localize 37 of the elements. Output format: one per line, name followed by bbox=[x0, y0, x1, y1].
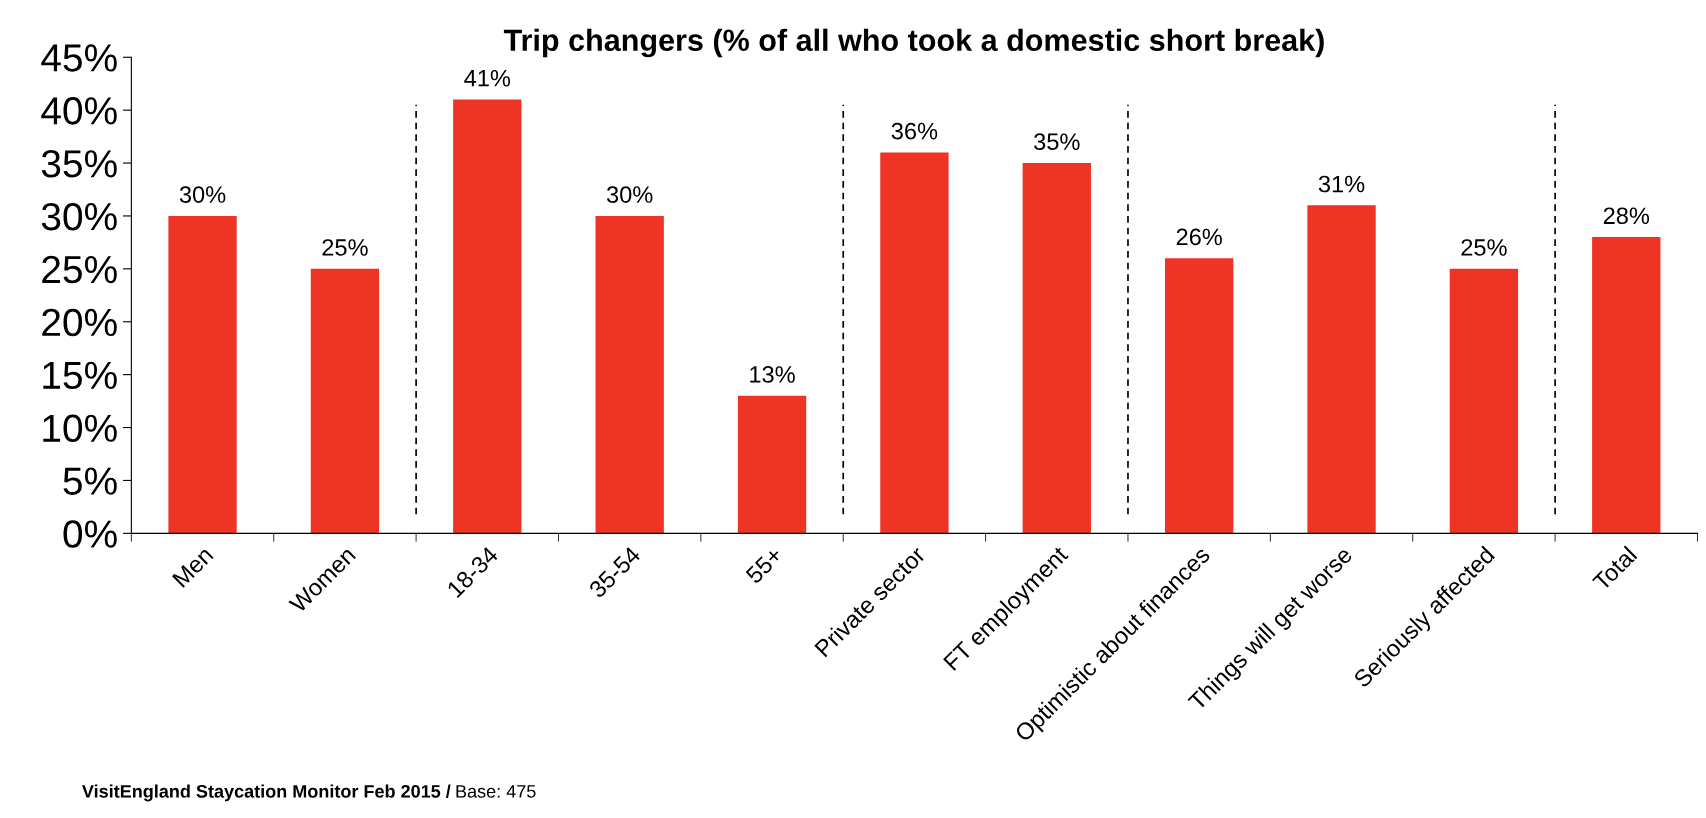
data-label: 25% bbox=[322, 239, 368, 256]
bar bbox=[453, 99, 522, 534]
bar bbox=[310, 268, 380, 534]
x-tick-label: 55+ bbox=[745, 545, 784, 585]
bar bbox=[880, 152, 949, 534]
chart-title: Trip changers (% of all who took a domestic short break) bbox=[503, 28, 1324, 58]
bar bbox=[1449, 268, 1519, 534]
bar bbox=[1164, 258, 1234, 534]
bar bbox=[1022, 163, 1091, 534]
data-label: 35% bbox=[1034, 133, 1080, 151]
y-tick-label: 40% bbox=[41, 97, 117, 125]
y-tick-label: 10% bbox=[43, 414, 117, 443]
x-tick-label: Men bbox=[172, 546, 214, 588]
y-tick-label: 25% bbox=[42, 255, 117, 284]
y-tick-label: 5% bbox=[63, 467, 117, 495]
y-tick-label: 30% bbox=[41, 202, 117, 231]
bar bbox=[1307, 205, 1376, 534]
bar bbox=[595, 215, 664, 534]
bar bbox=[1592, 237, 1661, 534]
text: Base: 475 bbox=[456, 785, 536, 798]
data-label: 13% bbox=[750, 366, 795, 383]
y-tick-label: 45% bbox=[41, 44, 117, 72]
data-label: 41% bbox=[464, 69, 511, 87]
data-label: 28% bbox=[1603, 207, 1650, 225]
y-tick-label: 35% bbox=[41, 149, 117, 178]
y-tick-label: 0% bbox=[63, 520, 117, 548]
data-label: 36% bbox=[891, 122, 938, 140]
text: VisitEngland Staycation Monitor Feb 2015 / bbox=[82, 784, 451, 802]
y-tick-label: 15% bbox=[43, 361, 117, 390]
data-label: 26% bbox=[1176, 228, 1222, 246]
bar bbox=[737, 395, 807, 534]
bar bbox=[168, 215, 237, 534]
y-tick-label: 20% bbox=[42, 308, 117, 337]
data-label: 25% bbox=[1461, 239, 1507, 256]
data-label: 30% bbox=[179, 186, 226, 203]
data-label: 30% bbox=[606, 186, 653, 203]
data-label: 31% bbox=[1318, 175, 1365, 193]
